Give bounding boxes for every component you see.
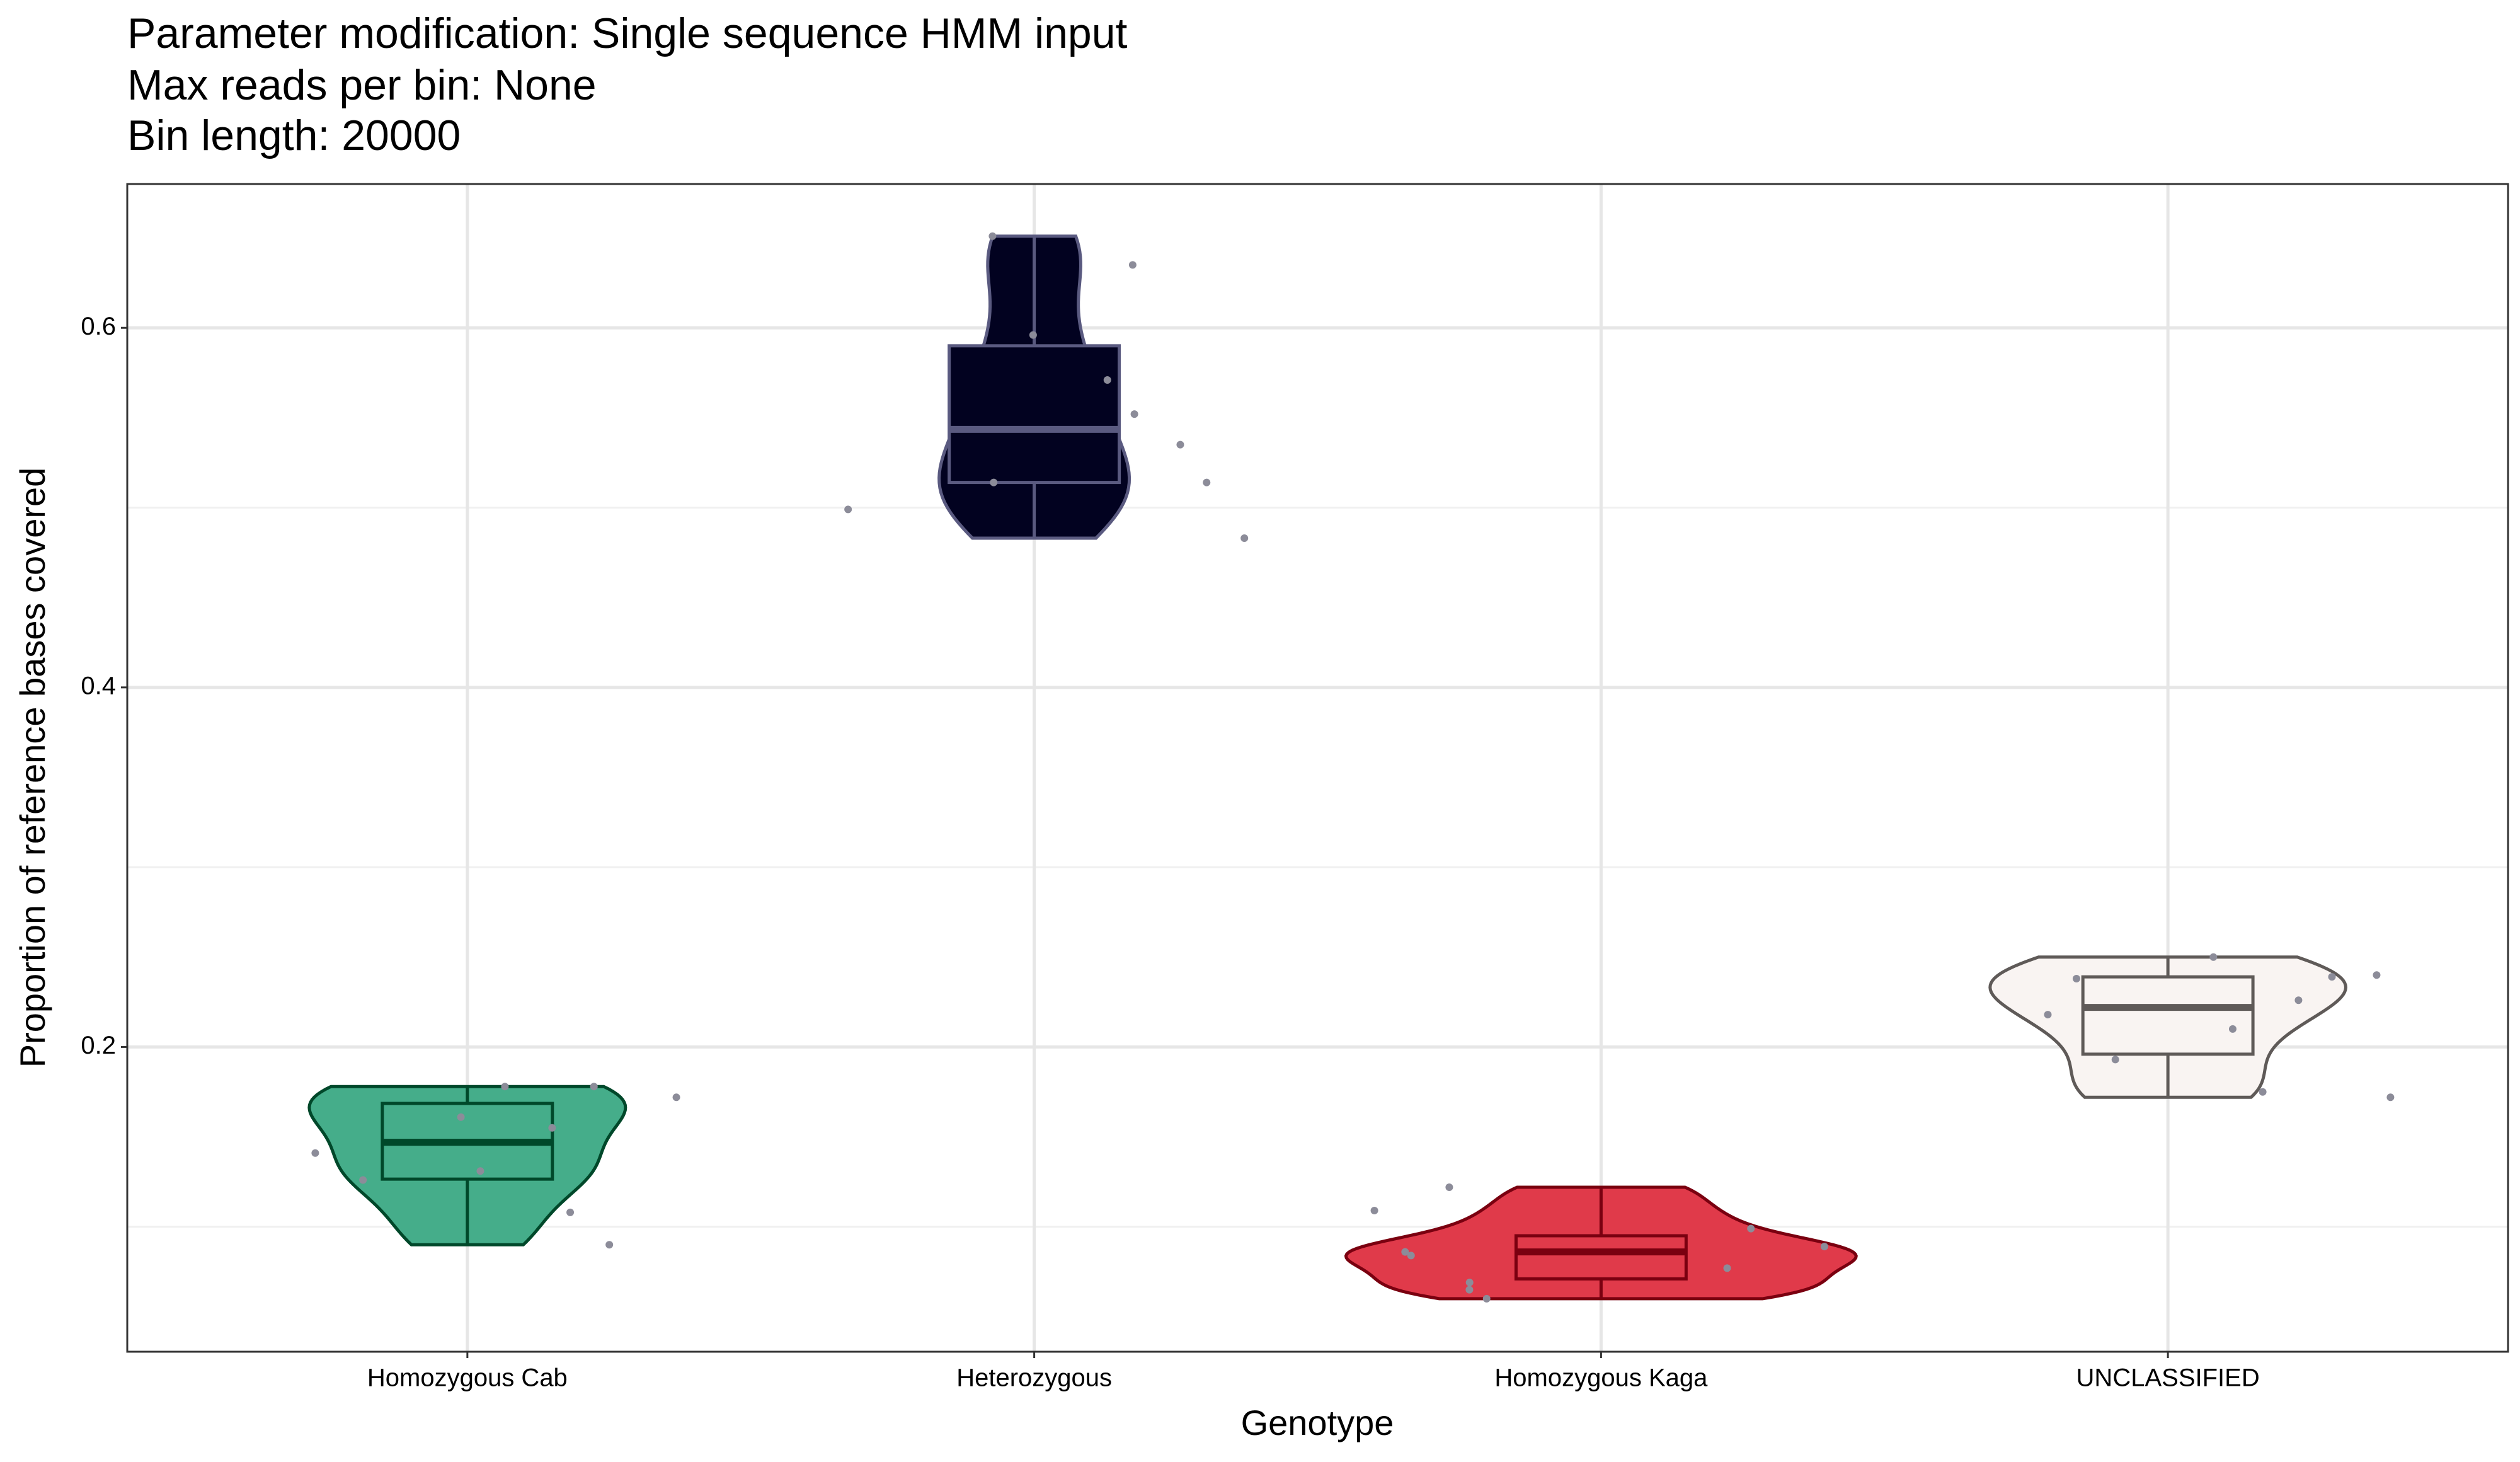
point [1176,440,1184,449]
x-tick-label: Heterozygous [956,1364,1112,1392]
point [1747,1224,1755,1233]
point [1130,410,1138,418]
point [2328,973,2336,981]
point [1029,331,1037,339]
point [1128,261,1137,269]
chart-subtitle: Bin length: 20000 [127,112,461,159]
point [1103,376,1111,384]
point [1370,1207,1378,1215]
point [1820,1243,1828,1251]
point [476,1167,484,1175]
point [990,478,998,486]
x-tick-label: UNCLASSIFIED [2076,1364,2260,1392]
panel-border [126,183,2509,1353]
x-axis-title: Genotype [1241,1403,1394,1442]
point [1723,1264,1731,1272]
y-tick-label: 0.2 [81,1032,116,1059]
point [1482,1294,1491,1303]
point [359,1176,367,1184]
point [2386,1093,2395,1102]
point [501,1083,509,1091]
point [548,1124,556,1132]
point [1240,534,1249,543]
point [605,1241,614,1249]
point [1465,1286,1474,1294]
y-axis-title: Proportion of reference bases covered [13,468,52,1068]
point [1465,1279,1474,1287]
point [311,1149,319,1157]
point [2044,1011,2052,1019]
point [2259,1088,2267,1096]
y-tick-label: 0.4 [81,672,116,699]
point [672,1093,680,1102]
box [948,344,1121,485]
point [2111,1056,2119,1064]
point [1407,1252,1415,1260]
box [2081,975,2255,1056]
point [2373,971,2381,979]
point [1445,1183,1453,1191]
point [2294,996,2303,1004]
point [988,232,997,240]
y-tick-label: 0.6 [81,313,116,340]
point [844,505,852,514]
point [2228,1025,2236,1033]
chart-subtitle: Max reads per bin: None [127,61,597,109]
chart-title: Parameter modification: Single sequence … [127,9,1128,57]
box [1514,1234,1688,1281]
point [566,1208,575,1216]
point [457,1113,465,1121]
point [1203,478,1211,486]
point [1401,1248,1409,1256]
x-tick-label: Homozygous Cab [367,1364,568,1392]
x-tick-label: Homozygous Kaga [1494,1364,1708,1392]
point [2072,975,2080,983]
point [590,1083,598,1091]
point [2209,953,2218,961]
